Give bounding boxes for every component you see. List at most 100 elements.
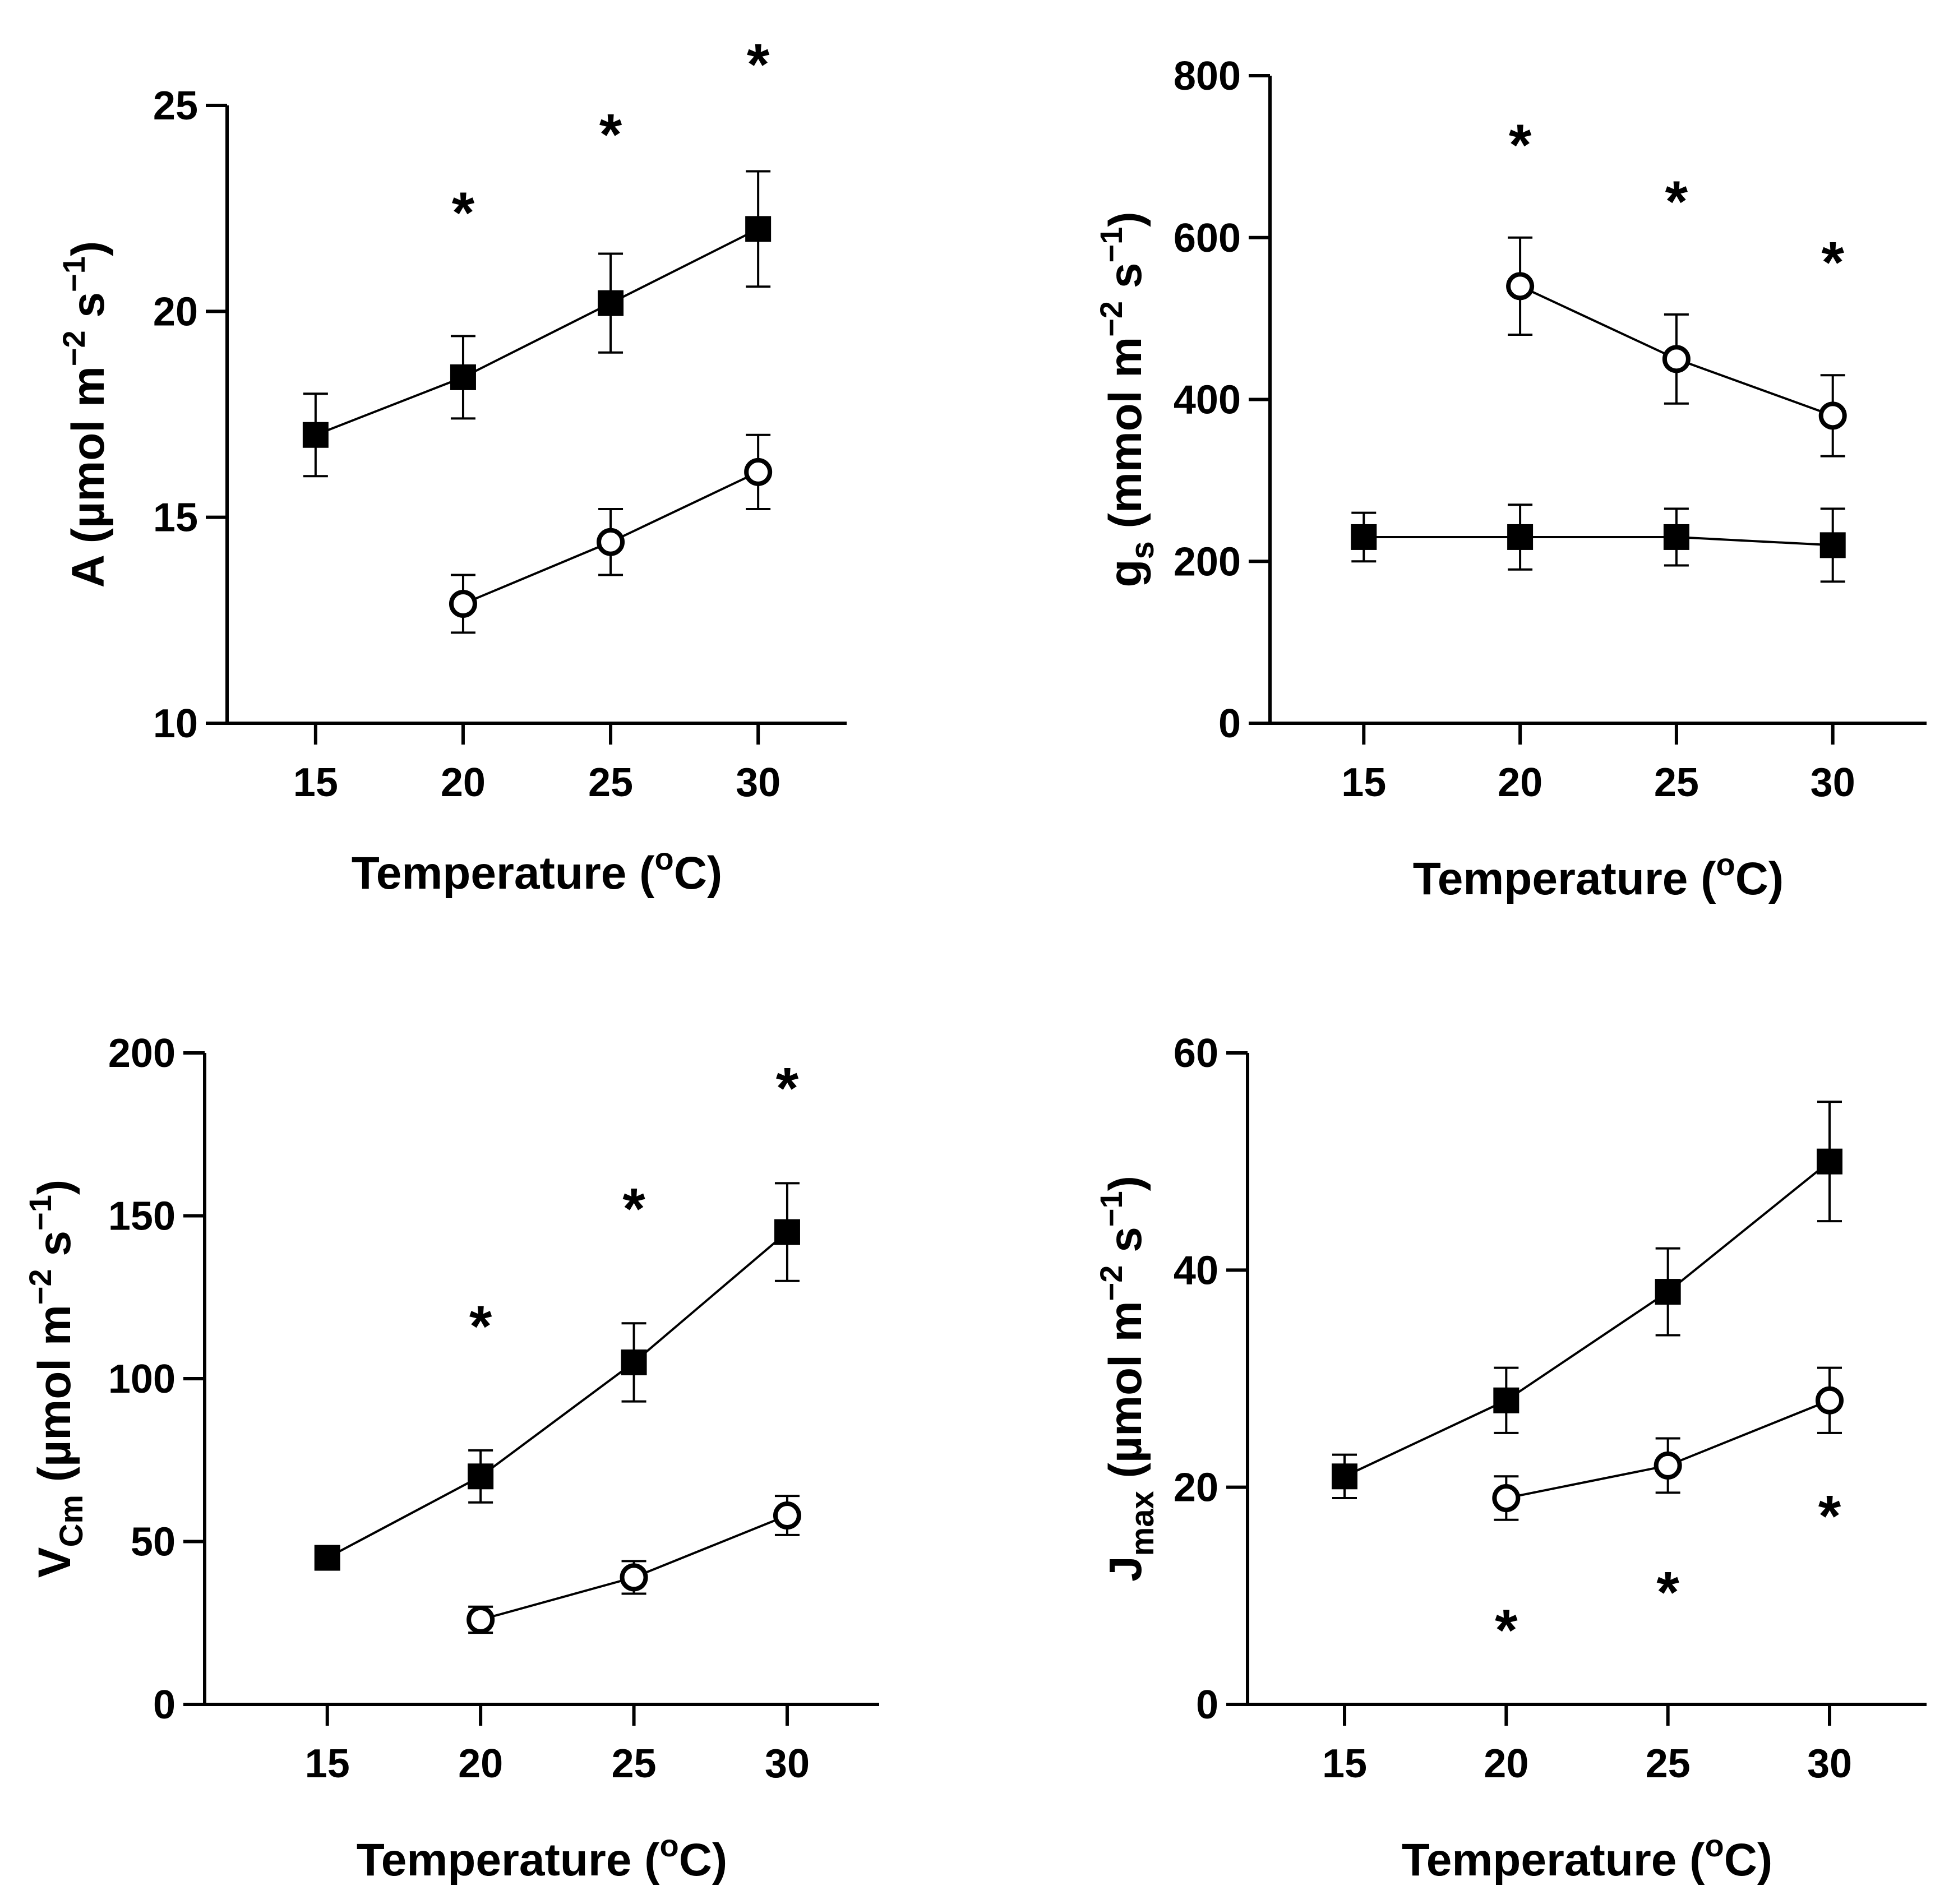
y-axis-title-unit: (mmol m — [1100, 337, 1151, 541]
x-tick-label: 30 — [736, 760, 780, 805]
significance-asterisk: * — [1818, 1484, 1841, 1549]
x-axis-title-superscript: o — [659, 1828, 678, 1863]
data-point-circle — [449, 589, 477, 618]
y-tick-label: 40 — [1174, 1248, 1218, 1293]
y-tick-label: 100 — [108, 1357, 175, 1402]
y-axis-title-exponent: −1 — [1093, 227, 1129, 263]
significance-asterisk: * — [1821, 230, 1844, 295]
y-axis-title-subscript: max — [1124, 1491, 1161, 1556]
significance-asterisk: * — [747, 32, 770, 97]
y-axis-title: A (µmol m−2 s−1) — [56, 241, 114, 588]
y-axis-title-exponent: −1 — [1093, 1191, 1129, 1227]
y-axis-title-unit: s — [1100, 1227, 1151, 1265]
y-tick-label: 25 — [153, 84, 198, 128]
x-axis-title-superscript: o — [654, 841, 673, 876]
y-axis-title-unit: s — [63, 292, 114, 330]
x-axis-title-superscript: o — [1705, 1828, 1724, 1863]
y-axis-title: gs (mmol m−2 s−1) — [1093, 211, 1161, 587]
data-point-square — [1507, 524, 1534, 550]
y-axis-title-exponent: −1 — [22, 1195, 58, 1231]
data-point-square — [774, 1219, 800, 1245]
x-tick-label: 15 — [305, 1741, 350, 1786]
x-tick-label: 30 — [1807, 1741, 1852, 1786]
panel-gs-stomatal-conductance: 0 200 400 600 800 15 20 25 30 Temperature (oC) gs … — [1093, 54, 1927, 904]
y-axis-title: VCm (µmol m−2 s−1) — [22, 1180, 90, 1578]
data-point-circle — [597, 528, 625, 556]
x-axis-title-tail: C) — [674, 848, 723, 899]
data-point-circle — [1662, 345, 1691, 373]
y-tick-label: 0 — [1218, 701, 1241, 746]
y-tick-label: 20 — [153, 289, 198, 334]
data-point-circle — [1818, 401, 1847, 430]
y-axis-title-main: g — [1100, 560, 1151, 588]
series-filled-squares — [1332, 1101, 1842, 1500]
y-tick-label: 200 — [1174, 539, 1241, 584]
y-tick-label: 10 — [153, 701, 198, 746]
x-axis-title: Temperature (oC) — [357, 1828, 727, 1885]
x-axis-title-main: Temperature ( — [352, 848, 655, 899]
series-line — [326, 1231, 788, 1559]
x-axis-title-tail: C) — [1735, 853, 1784, 904]
significance-asterisk: * — [452, 181, 475, 246]
y-axis-title-exponent: −2 — [56, 330, 91, 366]
significance-asterisk: * — [599, 102, 622, 167]
y-tick-label: 0 — [153, 1683, 175, 1727]
data-point-square — [1819, 532, 1846, 558]
data-point-square — [1817, 1148, 1842, 1175]
y-axis-title-unit: ) — [1100, 1176, 1151, 1191]
data-point-square — [1332, 1463, 1357, 1490]
significance-asterisk: * — [1665, 169, 1688, 234]
data-point-square — [598, 290, 624, 316]
y-axis-title-main: J — [1100, 1556, 1151, 1582]
data-point-circle — [1492, 1484, 1521, 1513]
x-tick-label: 20 — [1498, 760, 1542, 805]
y-axis-title-unit: ) — [1100, 211, 1151, 227]
y-tick-label: 150 — [108, 1194, 175, 1239]
series-open-circles — [1492, 1366, 1844, 1521]
series-filled-squares — [1351, 503, 1846, 583]
significance-asterisk: * — [1495, 1598, 1518, 1663]
x-axis-title: Temperature (oC) — [1413, 847, 1784, 904]
series-open-circles — [1506, 236, 1847, 457]
series-open-circles — [449, 433, 773, 634]
data-point-square — [745, 216, 772, 242]
x-tick-label: 15 — [293, 760, 338, 805]
x-tick-label: 30 — [765, 1741, 810, 1786]
x-axis-title: Temperature (oC) — [352, 841, 722, 899]
series-line — [1344, 1161, 1831, 1478]
y-axis-title-unit: ) — [63, 241, 114, 256]
data-point-circle — [1654, 1451, 1682, 1480]
x-tick-label: 30 — [1811, 760, 1855, 805]
data-point-circle — [1816, 1386, 1844, 1415]
y-axis-title-unit: s — [1100, 263, 1151, 301]
data-point-circle — [1506, 272, 1535, 301]
data-point-square — [302, 422, 329, 448]
series-open-circles — [467, 1495, 801, 1634]
data-point-square — [621, 1349, 647, 1375]
y-axis-title-exponent: −2 — [1093, 1265, 1129, 1301]
y-axis-title-main: V — [29, 1547, 80, 1578]
y-axis-title-unit: (µmol m — [1100, 1301, 1151, 1491]
x-axis-title-main: Temperature ( — [357, 1834, 660, 1885]
x-tick-label: 20 — [441, 760, 486, 805]
x-axis-title-tail: C) — [1724, 1834, 1773, 1885]
significance-asterisk: * — [622, 1177, 645, 1242]
x-axis-title-superscript: o — [1716, 847, 1735, 882]
data-point-square — [1493, 1387, 1520, 1413]
y-tick-label: 800 — [1174, 54, 1241, 99]
data-point-square — [1663, 524, 1689, 550]
x-tick-label: 15 — [1322, 1741, 1367, 1786]
y-axis-title-exponent: −2 — [1093, 301, 1129, 337]
x-axis-title-main: Temperature ( — [1402, 1834, 1705, 1885]
y-axis-title-subscript: Cm — [53, 1495, 90, 1547]
y-tick-label: 20 — [1174, 1466, 1218, 1510]
significance-asterisk: * — [1656, 1560, 1679, 1625]
data-point-circle — [620, 1563, 648, 1592]
x-tick-label: 20 — [1484, 1741, 1528, 1786]
y-tick-label: 60 — [1174, 1031, 1218, 1076]
data-point-square — [1655, 1279, 1681, 1305]
series-line — [315, 228, 759, 436]
y-axis-title: Jmax (µmol m−2 s−1) — [1093, 1176, 1161, 1582]
y-tick-label: 200 — [108, 1031, 175, 1076]
